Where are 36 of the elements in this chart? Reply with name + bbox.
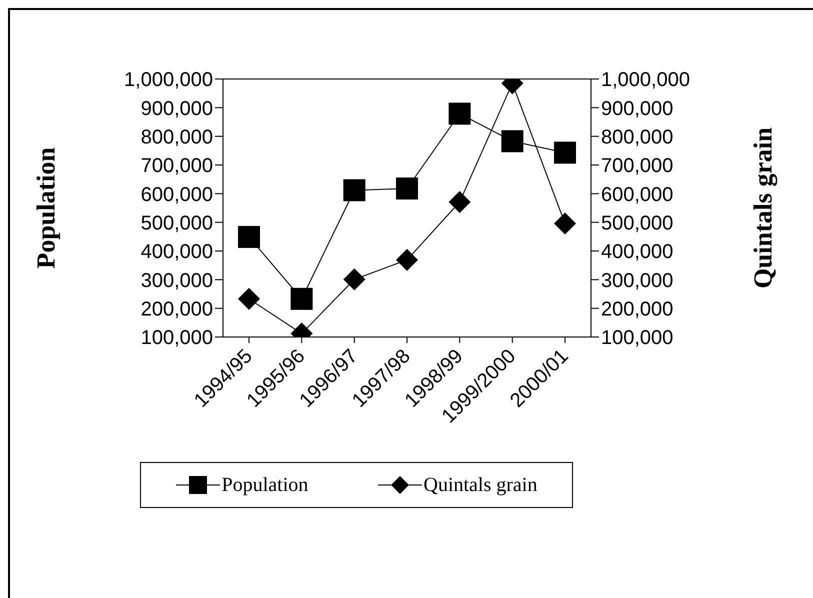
y2-tick-label: 500,000 xyxy=(601,212,674,234)
y2-axis-title: Quintals grain xyxy=(748,126,778,289)
y-tick-label: 1,000,000 xyxy=(124,69,213,92)
y2-tick-label: 1,000,000 xyxy=(601,69,690,92)
point xyxy=(501,130,524,152)
point xyxy=(448,102,471,125)
point xyxy=(343,179,366,202)
y-tick-label: 900,000 xyxy=(140,98,213,120)
legend-label: Population xyxy=(222,474,308,496)
point xyxy=(238,226,260,248)
y-axis-title: Population xyxy=(32,146,60,269)
y2-tick-label: 700,000 xyxy=(601,155,674,178)
point xyxy=(396,248,418,271)
point xyxy=(554,142,576,164)
y-tick-label: 800,000 xyxy=(140,126,213,148)
y2-tick-label: 200,000 xyxy=(601,298,674,320)
y-tick-label: 500,000 xyxy=(140,212,213,234)
y-tick-label: 200,000 xyxy=(140,298,213,320)
y-tick-label: 700,000 xyxy=(140,155,213,178)
y2-tick-label: 900,000 xyxy=(601,98,674,120)
y2-tick-label: 800,000 xyxy=(601,126,674,148)
point xyxy=(238,288,260,310)
y-tick-label: 100,000 xyxy=(140,327,213,350)
y2-tick-label: 300,000 xyxy=(601,270,674,292)
y2-tick-label: 100,000 xyxy=(601,327,674,350)
y-tick-label: 300,000 xyxy=(140,270,213,292)
y-tick-label: 400,000 xyxy=(140,241,213,264)
point xyxy=(448,190,471,213)
point xyxy=(396,178,418,200)
y2-tick-label: 400,000 xyxy=(601,241,674,264)
legend-label: Quintals grain xyxy=(424,474,538,496)
y2-tick-label: 600,000 xyxy=(601,184,674,206)
y-tick-label: 600,000 xyxy=(140,184,213,206)
point xyxy=(554,212,576,234)
point xyxy=(343,268,366,290)
point xyxy=(290,288,313,310)
